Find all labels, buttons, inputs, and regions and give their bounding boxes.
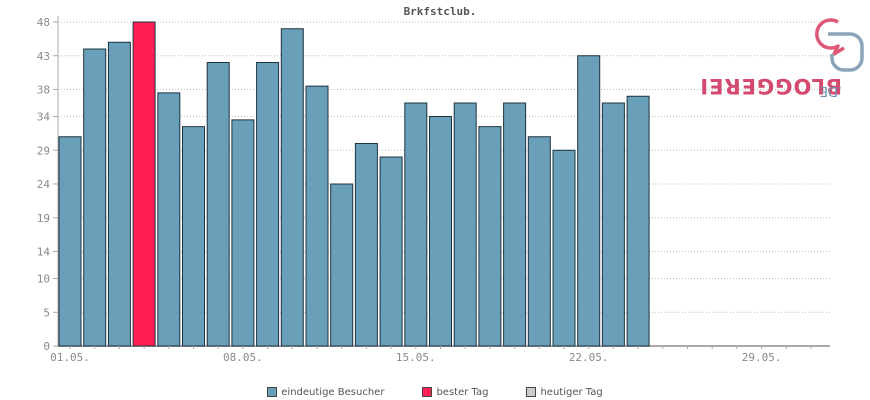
bar <box>83 48 107 347</box>
bar <box>231 119 255 347</box>
bar <box>182 126 205 347</box>
bars <box>58 21 650 347</box>
bar <box>330 183 354 347</box>
bar <box>478 126 502 347</box>
bar <box>58 136 82 347</box>
x-tick-label: 15.05. <box>396 351 436 364</box>
y-tick-label: 0 <box>43 340 50 353</box>
bar <box>379 156 403 347</box>
bar <box>206 62 230 347</box>
bar <box>626 95 650 347</box>
y-tick-label: 34 <box>37 111 51 124</box>
bar-best-day <box>132 21 156 347</box>
bar <box>552 149 576 347</box>
brand-suffix: .DE <box>819 83 842 98</box>
chart-legend: eindeutige Besucher bester Tag heutiger … <box>0 385 870 399</box>
bloggerei-logo <box>808 14 870 219</box>
bar <box>527 136 551 347</box>
bar <box>256 62 280 347</box>
y-tick-label: 10 <box>37 273 50 286</box>
y-tick-label: 38 <box>37 84 50 97</box>
legend-label-today: heutiger Tag <box>540 386 603 398</box>
bar <box>453 102 477 347</box>
bar <box>601 102 625 347</box>
legend-swatch-today <box>526 387 537 397</box>
bar <box>157 92 181 347</box>
y-tick-label: 29 <box>37 144 50 157</box>
chart-title: Brkfstclub. <box>404 5 477 18</box>
bar <box>107 41 131 347</box>
bloggerei-wordmark: BLOGGEREI .DE <box>699 70 844 215</box>
y-tick-label: 5 <box>43 306 50 319</box>
bar <box>429 116 452 347</box>
bar <box>354 143 378 347</box>
y-tick-label: 48 <box>37 16 50 29</box>
legend-item-visitors: eindeutige Besucher <box>267 385 384 399</box>
y-tick-label: 24 <box>37 178 51 191</box>
bar <box>577 55 601 347</box>
bar <box>305 85 329 347</box>
legend-item-today: heutiger Tag <box>526 385 603 399</box>
bar <box>280 28 304 347</box>
bar <box>503 102 527 347</box>
y-tick-label: 43 <box>37 50 50 63</box>
legend-item-best-day: bester Tag <box>422 385 488 399</box>
x-tick-label: 01.05. <box>50 351 90 364</box>
bar <box>404 102 428 347</box>
x-tick-label: 29.05. <box>742 351 782 364</box>
legend-swatch-visitors <box>267 387 278 397</box>
x-axis-ticks: 01.05. 08.05. 15.05. 22.05. 29.05. <box>50 346 812 364</box>
legend-label-best-day: bester Tag <box>436 386 489 398</box>
legend-label-visitors: eindeutige Besucher <box>281 386 385 398</box>
speech-bubbles-logo-icon <box>815 18 864 72</box>
legend-swatch-best-day <box>422 387 433 397</box>
y-tick-label: 19 <box>37 212 50 225</box>
x-tick-label: 08.05. <box>223 351 263 364</box>
x-tick-label: 22.05. <box>569 351 609 364</box>
y-tick-label: 14 <box>37 246 51 259</box>
